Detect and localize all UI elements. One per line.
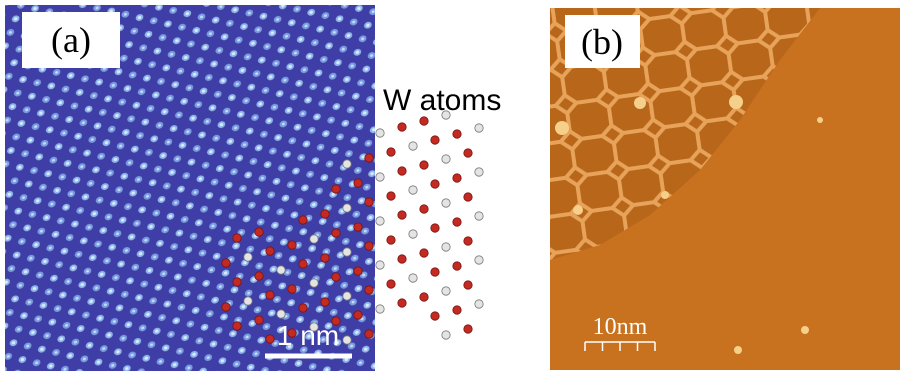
atom [409, 142, 417, 150]
atom [354, 267, 362, 275]
atom [376, 305, 384, 313]
atom [222, 259, 230, 267]
atom [255, 272, 263, 280]
atom [343, 204, 351, 212]
atom [464, 325, 472, 333]
atom [387, 236, 395, 244]
atom [233, 234, 241, 242]
atom [464, 149, 472, 157]
atom [442, 155, 450, 163]
atom [420, 293, 428, 301]
figure: (a) W atoms 1 nm (b) 10nm [0, 0, 904, 372]
atom [475, 212, 483, 220]
atom [277, 266, 285, 274]
atom [453, 218, 461, 226]
atom [222, 303, 230, 311]
atom [332, 185, 340, 193]
atom [233, 322, 241, 330]
atom [354, 179, 362, 187]
atom [464, 193, 472, 201]
atom [365, 286, 373, 294]
atom [409, 230, 417, 238]
atom [420, 161, 428, 169]
atom [442, 331, 450, 339]
atom [431, 180, 439, 188]
panel-label: (b) [581, 22, 623, 62]
atom [420, 249, 428, 257]
annotation: W atoms [383, 84, 501, 117]
atom [277, 310, 285, 318]
atom [475, 256, 483, 264]
atom [453, 174, 461, 182]
atom [321, 298, 329, 306]
atom [475, 168, 483, 176]
atom [420, 205, 428, 213]
atom [398, 211, 406, 219]
atom [475, 300, 483, 308]
atom [310, 235, 318, 243]
atom [244, 297, 252, 305]
atom [233, 278, 241, 286]
atom [255, 228, 263, 236]
atom [365, 198, 373, 206]
panel-a: (a) W atoms 1 nm [5, 5, 501, 371]
atom [376, 261, 384, 269]
atom [431, 136, 439, 144]
atom [354, 311, 362, 319]
panel-b: (b) 10nm [550, 8, 900, 370]
atom [431, 312, 439, 320]
atom [398, 299, 406, 307]
atom [310, 279, 318, 287]
atom [475, 124, 483, 132]
atom [332, 229, 340, 237]
atom [398, 167, 406, 175]
atom [365, 242, 373, 250]
atom [431, 224, 439, 232]
atom [299, 304, 307, 312]
atom [398, 255, 406, 263]
atom [244, 253, 252, 261]
atom [442, 199, 450, 207]
atom [376, 173, 384, 181]
atom [387, 148, 395, 156]
atom [266, 247, 274, 255]
atom [376, 217, 384, 225]
atom [255, 316, 263, 324]
atom [354, 223, 362, 231]
atom [266, 335, 274, 343]
atom [398, 123, 406, 131]
atom [387, 192, 395, 200]
atom [453, 130, 461, 138]
atom [464, 237, 472, 245]
atom [343, 336, 351, 344]
atom [453, 306, 461, 314]
atom [453, 262, 461, 270]
atom [321, 254, 329, 262]
atom [420, 117, 428, 125]
atom [365, 154, 373, 162]
atom [442, 287, 450, 295]
atom [343, 160, 351, 168]
atom [332, 273, 340, 281]
atom [464, 281, 472, 289]
atom [409, 274, 417, 282]
panel-label: (a) [51, 20, 91, 60]
scale-bar-label: 1 nm [277, 320, 339, 351]
atom [288, 241, 296, 249]
atom [321, 210, 329, 218]
atom [343, 248, 351, 256]
scale-bar-label: 10nm [593, 314, 648, 340]
atom [442, 243, 450, 251]
atom [387, 280, 395, 288]
atom [343, 292, 351, 300]
atom [431, 268, 439, 276]
atom [299, 260, 307, 268]
atom [299, 216, 307, 224]
atom [266, 291, 274, 299]
atom [288, 285, 296, 293]
atom [376, 129, 384, 137]
atom [409, 186, 417, 194]
atom [365, 330, 373, 338]
